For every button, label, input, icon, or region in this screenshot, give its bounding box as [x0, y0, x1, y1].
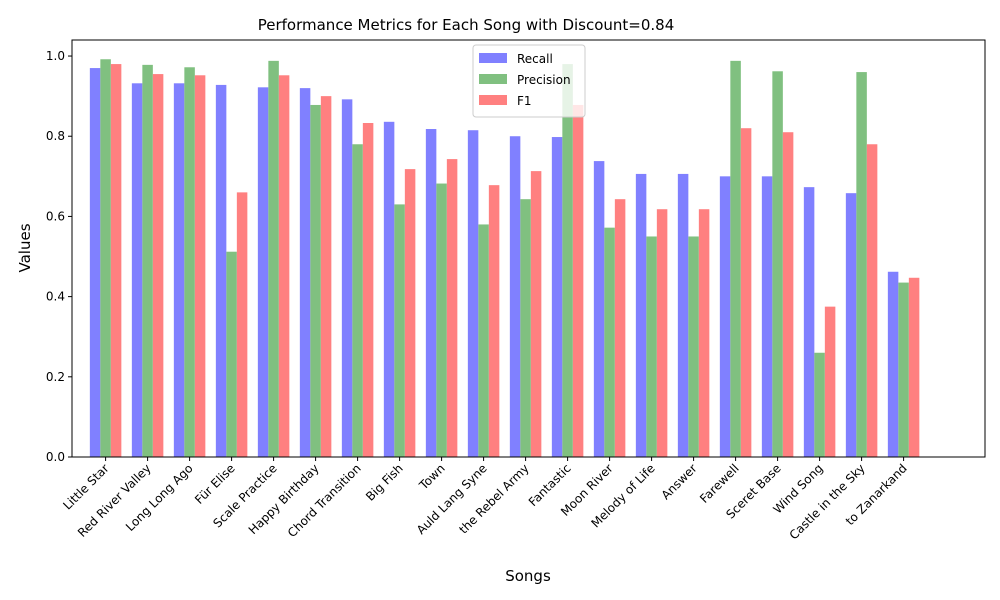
x-tick-label: Big Fish	[363, 461, 406, 504]
bar-recall-2	[173, 83, 185, 458]
x-tick-label: Town	[416, 461, 448, 493]
bar-recall-9	[467, 130, 479, 457]
bar-f1-12	[614, 199, 626, 457]
y-tick-label: 0.4	[46, 290, 65, 304]
bar-f1-8	[446, 159, 458, 457]
bar-recall-1	[131, 83, 143, 458]
x-tick-label: Chord Transition	[285, 461, 364, 540]
bar-f1-4	[278, 75, 290, 457]
y-tick-label: 0.0	[46, 450, 65, 464]
bar-f1-14	[698, 209, 710, 457]
bar-f1-18	[866, 144, 878, 457]
bar-recall-7	[383, 121, 395, 458]
bar-precision-2	[184, 67, 195, 458]
bar-f1-9	[488, 185, 500, 457]
bar-f1-6	[362, 123, 374, 457]
bar-recall-15	[719, 176, 731, 457]
y-axis: 0.0 0.2 0.4 0.6 0.8 1.0	[46, 49, 72, 464]
bar-f1-1	[152, 74, 164, 457]
bar-recall-5	[299, 88, 311, 458]
bar-f1-2	[194, 75, 206, 457]
bar-precision-6	[352, 144, 363, 457]
bar-precision-15	[730, 60, 741, 457]
bar-precision-7	[394, 204, 405, 457]
bar-f1-17	[824, 306, 836, 457]
x-tick-label: Answer	[659, 461, 700, 502]
bar-precision-13	[646, 236, 657, 457]
bar-recall-19	[887, 271, 899, 457]
legend-label-f1: F1	[517, 94, 532, 108]
y-tick-label: 0.8	[46, 129, 65, 143]
y-tick-label: 0.2	[46, 370, 65, 384]
bar-f1-10	[530, 171, 542, 458]
bar-recall-8	[425, 129, 437, 457]
bar-precision-5	[310, 104, 321, 458]
bar-recall-12	[593, 161, 605, 457]
bar-precision-16	[772, 71, 783, 457]
x-tick-label: Castle in the Sky	[787, 461, 868, 542]
plot-frame	[71, 39, 986, 458]
bar-f1-0	[110, 64, 122, 457]
bar-f1-16	[782, 132, 794, 457]
bar-recall-17	[803, 187, 815, 457]
bar-precision-11	[562, 64, 573, 457]
bar-f1-7	[404, 169, 416, 458]
y-axis-title: Values	[16, 223, 34, 272]
bar-recall-6	[341, 99, 353, 457]
bar-recall-18	[845, 193, 857, 458]
x-axis-title: Songs	[505, 567, 551, 585]
x-tick-label: Red River Valley	[75, 461, 154, 540]
bar-precision-1	[142, 64, 153, 458]
legend-swatch-precision	[479, 74, 507, 84]
legend-swatch-f1	[479, 95, 507, 105]
legend-label-precision: Precision	[517, 73, 571, 87]
bar-recall-11	[551, 137, 563, 457]
bar-precision-17	[814, 352, 825, 457]
legend-label-recall: Recall	[517, 52, 553, 66]
bar-precision-3	[226, 251, 237, 457]
bar-recall-14	[677, 173, 689, 458]
bar-recall-10	[509, 136, 521, 458]
bar-precision-4	[268, 60, 279, 457]
bar-f1-13	[656, 209, 668, 457]
bar-precision-12	[604, 227, 615, 457]
bar-recall-16	[761, 176, 773, 457]
plot-area	[71, 39, 986, 458]
y-tick-label: 0.6	[46, 209, 65, 223]
bar-precision-14	[688, 236, 699, 457]
legend-swatch-recall	[479, 53, 507, 63]
bar-f1-11	[572, 104, 584, 458]
bar-precision-19	[898, 282, 909, 457]
bar-precision-9	[478, 224, 489, 457]
bar-precision-18	[856, 72, 867, 457]
bar-recall-3	[215, 84, 227, 457]
bar-f1-15	[740, 128, 752, 457]
chart-title: Performance Metrics for Each Song with D…	[258, 16, 675, 34]
bar-precision-10	[520, 199, 531, 457]
bar-precision-8	[436, 183, 447, 458]
bar-recall-4	[257, 87, 269, 457]
bar-precision-0	[100, 59, 111, 457]
bar-f1-3	[236, 192, 248, 457]
legend: Recall Precision F1	[472, 44, 586, 118]
bar-f1-5	[320, 96, 332, 457]
bar-f1-19	[908, 277, 920, 457]
bar-recall-0	[89, 68, 101, 457]
y-tick-label: 1.0	[46, 49, 65, 63]
bar-recall-13	[635, 173, 647, 458]
